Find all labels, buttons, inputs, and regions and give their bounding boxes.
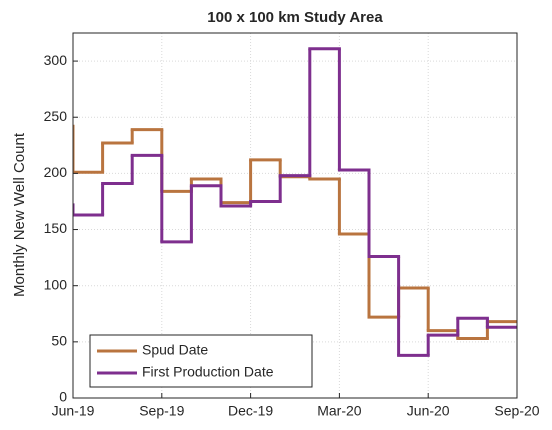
y-tick-label: 150 [44, 220, 68, 236]
legend-label: First Production Date [142, 364, 274, 380]
y-tick-label: 100 [44, 276, 68, 292]
legend-box [89, 334, 313, 388]
x-tick-label: Mar-20 [317, 403, 362, 419]
x-tick-label: Jun-20 [407, 403, 450, 419]
chart-title: 100 x 100 km Study Area [207, 9, 383, 26]
x-tick-label: Sep-19 [139, 403, 184, 419]
y-tick-label: 50 [51, 333, 67, 349]
axes-box [72, 32, 518, 399]
x-tick-label: Dec-19 [228, 403, 273, 419]
y-tick-label: 250 [44, 108, 68, 124]
x-tick-label: Sep-20 [494, 403, 539, 419]
y-tick-label: 200 [44, 164, 68, 180]
legend-label: Spud Date [142, 342, 208, 358]
y-axis-label: Monthly New Well Count [11, 132, 28, 297]
y-tick-label: 0 [59, 389, 67, 405]
y-tick-label: 300 [44, 52, 68, 68]
x-tick-label: Jun-19 [52, 403, 95, 419]
